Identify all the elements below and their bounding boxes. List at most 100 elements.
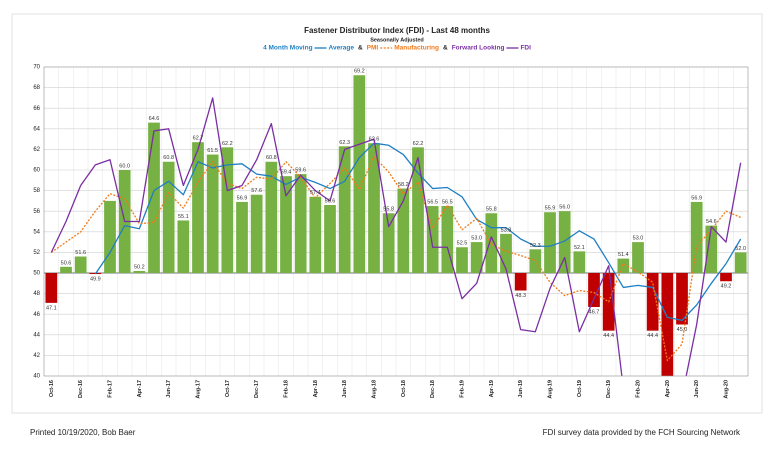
value-label: 62.6 xyxy=(369,137,380,143)
bar xyxy=(426,206,439,273)
bar xyxy=(456,247,468,273)
chart-title: Fastener Distributor Index (FDI) - Last … xyxy=(304,26,490,35)
x-tick-label: Jun-20 xyxy=(694,380,700,398)
x-tick-label: Oct-19 xyxy=(577,380,583,397)
x-tick-label: Feb-19 xyxy=(459,380,465,398)
value-label: 50.2 xyxy=(134,264,145,270)
value-label: 58.2 xyxy=(398,182,409,188)
y-tick-label: 70 xyxy=(33,65,40,71)
x-tick-label: Feb-20 xyxy=(635,380,641,398)
bar xyxy=(133,270,146,273)
legend-label: 4 Month Moving xyxy=(263,45,312,52)
chart-subtitle: Seasonally Adjusted xyxy=(370,37,424,43)
value-label: 60.0 xyxy=(119,163,130,169)
value-label: 49.2 xyxy=(721,284,732,290)
y-tick-label: 54 xyxy=(33,229,40,235)
bar xyxy=(265,161,278,273)
value-label: 46.7 xyxy=(589,309,600,315)
y-tick-label: 56 xyxy=(33,209,40,215)
bar xyxy=(573,251,586,273)
series-line xyxy=(50,97,742,376)
value-label: 56.6 xyxy=(325,198,336,204)
value-label: 53.8 xyxy=(501,227,512,233)
value-label: 56.5 xyxy=(442,200,453,206)
legend-label: Forward Looking xyxy=(452,45,505,52)
value-label: 55.8 xyxy=(383,207,394,213)
bar xyxy=(705,225,718,273)
value-label: 48.3 xyxy=(515,293,526,299)
x-tick-label: Dec-19 xyxy=(606,380,612,398)
bar xyxy=(676,273,688,325)
bar xyxy=(558,211,571,273)
x-tick-label: Apr-17 xyxy=(137,380,143,397)
y-tick-label: 68 xyxy=(33,85,40,91)
y-tick-label: 58 xyxy=(33,188,40,194)
value-label: 52.1 xyxy=(574,245,585,251)
x-tick-label: Oct-16 xyxy=(49,380,55,397)
bar xyxy=(236,201,248,273)
value-label: 51.4 xyxy=(618,252,629,258)
y-tick-label: 48 xyxy=(33,291,40,297)
legend-separator: & xyxy=(443,45,448,52)
bar xyxy=(617,258,630,273)
bar xyxy=(544,212,556,273)
bar xyxy=(500,233,512,273)
bar xyxy=(690,201,703,273)
bar xyxy=(470,242,483,273)
bar xyxy=(441,206,454,273)
lines xyxy=(50,97,742,376)
value-label: 62.2 xyxy=(413,141,424,147)
y-tick-label: 62 xyxy=(33,147,40,153)
bar xyxy=(338,146,351,273)
x-tick-label: Jun-19 xyxy=(518,380,524,398)
plot-border xyxy=(43,66,749,377)
bar xyxy=(280,176,292,273)
value-label: 52.3 xyxy=(530,243,541,249)
y-tick-label: 44 xyxy=(33,332,40,338)
value-label: 56.9 xyxy=(237,195,248,201)
value-label: 52.5 xyxy=(457,241,468,247)
value-label: 62.2 xyxy=(222,141,233,147)
bar xyxy=(324,205,336,273)
bar xyxy=(309,196,322,273)
bar xyxy=(221,147,234,273)
bar xyxy=(382,213,395,273)
value-label: 59.6 xyxy=(295,168,306,174)
bar xyxy=(412,147,424,273)
bar xyxy=(74,256,87,273)
bar xyxy=(588,273,600,307)
value-label: 55.1 xyxy=(178,214,189,220)
value-label: 56.0 xyxy=(559,205,570,211)
y-tick-label: 60 xyxy=(33,168,40,174)
series-line xyxy=(50,155,741,362)
bar xyxy=(646,273,659,331)
footer-left: Printed 10/19/2020, Bob Baer xyxy=(30,428,136,437)
bar xyxy=(192,142,204,273)
value-label: 64.6 xyxy=(149,116,160,122)
x-tick-label: Jun-18 xyxy=(342,380,348,398)
bar xyxy=(206,154,219,273)
x-tick-label: Jun-17 xyxy=(166,380,172,398)
legend-separator: & xyxy=(358,45,363,52)
labels: 40 42 44 46 48 50 52 54 56 58 60 62 64 66 68 70 Oct-16 47… xyxy=(33,65,746,399)
bar xyxy=(368,143,380,273)
bar xyxy=(162,161,175,273)
value-label: 49.9 xyxy=(90,276,101,282)
bar xyxy=(294,174,307,273)
bar xyxy=(661,273,674,376)
x-tick-label: Aug-17 xyxy=(195,380,201,399)
x-tick-label: Apr-20 xyxy=(665,380,671,397)
legend-label-suffix: FDI xyxy=(520,45,531,52)
value-label: 53.0 xyxy=(633,236,644,242)
bar xyxy=(45,273,58,303)
bar xyxy=(353,75,366,274)
bar xyxy=(632,242,644,273)
x-tick-label: Aug-18 xyxy=(371,380,377,399)
x-tick-label: Oct-18 xyxy=(401,380,407,397)
x-tick-label: Feb-18 xyxy=(283,380,289,398)
value-label: 47.1 xyxy=(46,305,57,311)
value-label: 44.4 xyxy=(603,333,614,339)
x-tick-label: Aug-19 xyxy=(547,380,553,399)
legend: 4 Month Moving Average & PMI Manufacturing & F… xyxy=(263,45,531,52)
